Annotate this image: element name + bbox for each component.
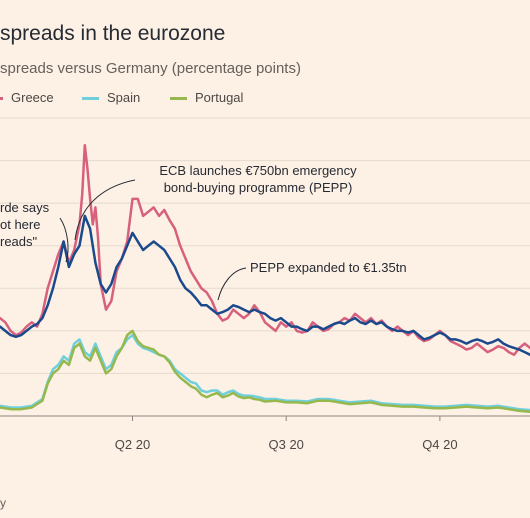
series-line-portugal [0,329,530,413]
x-tick-label-0: Q2 20 [115,437,150,452]
annotation-1-line-0: rde says [0,200,50,215]
legend-label-spain: Spain [107,90,141,105]
series-lines [0,143,530,413]
annotation-2-line-0: PEPP expanded to €1.35tn [250,260,407,275]
legend-swatch-spain [82,97,99,101]
x-tick-label-2: Q4 20 [422,437,457,452]
annotation-leader-0 [74,179,136,241]
x-axis-ticks: Q2 20 Q3 20 Q4 20 [115,416,458,452]
annotations: ECB launches €750bn emergency bond-buying… [0,163,407,301]
annotation-0-line-1: bond-buying programme (PEPP) [164,180,353,195]
gridlines [0,117,530,417]
legend-swatch-portugal [170,97,187,101]
series-line-spain [0,333,530,412]
x-tick-label-1: Q3 20 [268,437,303,452]
annotation-1-line-2: reads" [0,234,38,249]
annotation-leader-1 [59,217,69,263]
annotation-leader-2 [217,267,247,301]
legend-label-portugal: Portugal [195,90,244,105]
legend-item-greece: Greece [0,90,54,105]
annotation-1-line-1: ot here [0,217,40,232]
chart-subtitle: spreads versus Germany (percentage point… [0,60,301,77]
legend-item-spain: Spain [82,90,140,105]
legend-swatch-greece [0,97,3,101]
legend-label-greece: Greece [11,90,54,105]
annotation-0-line-0: ECB launches €750bn emergency [159,163,357,178]
legend-item-portugal: Portugal [170,90,243,105]
chart-title: spreads in the eurozone [0,22,226,45]
source-note: y [0,496,6,510]
series-line-italy [0,214,530,356]
